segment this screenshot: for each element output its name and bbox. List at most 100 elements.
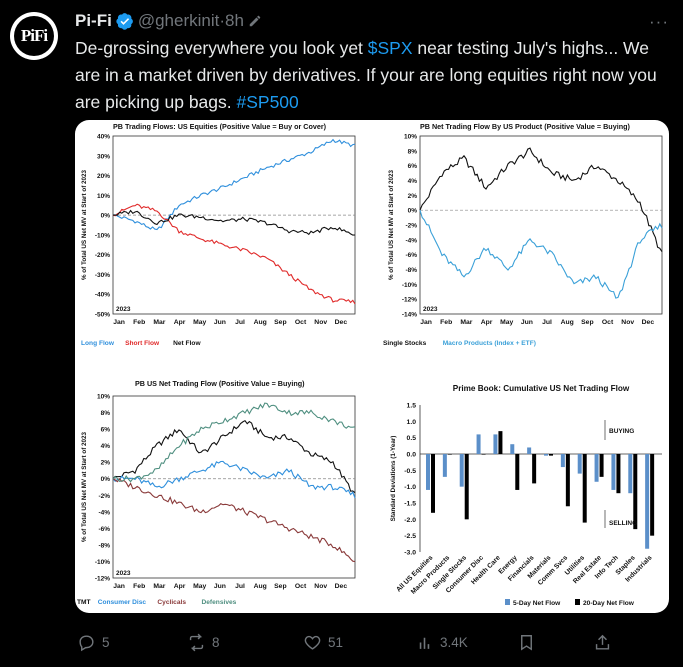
y-tick-label: -30% [95, 272, 110, 279]
share-icon [595, 634, 610, 650]
views-button[interactable]: 3.4K [415, 633, 468, 652]
legend-entry: Net Flow [173, 340, 201, 347]
reply-icon [79, 634, 94, 651]
more-options-icon[interactable]: ··· [649, 12, 669, 31]
series-line [112, 419, 356, 494]
series-line [112, 478, 356, 563]
y-tick-label: -1.5 [404, 501, 416, 508]
legend-entry: Defensives [202, 599, 237, 606]
y-tick-label: -2% [98, 493, 110, 500]
series-line [112, 402, 356, 483]
x-tick-label: May [500, 319, 513, 326]
bar [582, 454, 587, 523]
year-label: 2023 [423, 306, 438, 313]
y-tick-label: -40% [95, 292, 110, 299]
y-tick-label: 0.0 [407, 452, 417, 459]
y-tick-label: 1.0 [407, 419, 417, 426]
y-tick-label: 30% [97, 153, 110, 160]
y-tick-label: -6% [98, 526, 110, 533]
series-line [112, 209, 356, 236]
bar [447, 454, 452, 455]
x-tick-label: Mar [153, 583, 165, 590]
bar [481, 454, 486, 455]
legend-swatch [575, 599, 580, 605]
x-tick-label: Jul [235, 583, 245, 590]
repost-button[interactable]: 8 [187, 633, 220, 652]
bar [616, 454, 621, 494]
x-tick-label: Apr [174, 319, 186, 326]
series-line [112, 203, 356, 305]
cashtag-link[interactable]: $SPX [367, 38, 413, 58]
bar [628, 454, 633, 494]
heart-icon [304, 635, 321, 650]
bar [442, 454, 447, 477]
x-tick-label: Apr [481, 319, 493, 326]
bar [645, 454, 650, 549]
x-tick-label: Nov [621, 319, 634, 326]
y-tick-label: -8% [98, 542, 110, 549]
x-tick-label: Mar [460, 319, 472, 326]
x-tick-label: Mar [153, 319, 165, 326]
bar [431, 454, 435, 513]
like-button[interactable]: 51 [303, 633, 343, 652]
avatar-logo: PiFi [14, 16, 54, 56]
y-tick-label: -50% [95, 312, 110, 319]
x-tick-label: Feb [133, 319, 145, 326]
bar [650, 454, 655, 536]
y-tick-label: -10% [402, 282, 417, 289]
chart-title: Prime Book: Cumulative US Net Trading Fl… [453, 384, 630, 393]
x-tick-label: Aug [254, 583, 267, 590]
author-handle[interactable]: @gherkinit [137, 11, 220, 30]
annotation-buying: BUYING [609, 428, 634, 435]
author-name[interactable]: Pi-Fi [75, 11, 112, 30]
x-tick-label: Nov [314, 319, 327, 326]
tweet-image[interactable]: PB Trading Flows: US Equities (Positive … [75, 120, 669, 613]
y-tick-label: 6% [101, 427, 111, 434]
x-tick-label: Jan [113, 319, 125, 326]
avatar[interactable]: PiFi [10, 12, 58, 60]
x-tick-label: Aug [561, 319, 574, 326]
series-line [112, 460, 356, 499]
bookmark-button[interactable] [517, 633, 536, 652]
y-tick-label: 0% [101, 476, 111, 483]
x-tick-label: Jun [214, 319, 226, 326]
y-tick-label: -4% [98, 509, 110, 516]
x-tick-label: Oct [295, 319, 307, 326]
repost-icon [189, 633, 204, 651]
y-tick-label: 8% [101, 410, 111, 417]
bar [532, 454, 537, 484]
chart-title: PB Trading Flows: US Equities (Positive … [113, 122, 327, 131]
x-tick-label: Dec [335, 319, 348, 326]
year-label: 2023 [116, 306, 131, 313]
bar [560, 454, 565, 468]
bar [633, 454, 638, 530]
bar [476, 434, 481, 454]
tweet-text: De-grossing everywhere you look yet $SPX… [75, 35, 675, 116]
y-tick-label: 0.5 [407, 435, 417, 442]
y-tick-label: -1.0 [404, 484, 416, 491]
reply-count: 5 [102, 634, 110, 650]
tweet-time[interactable]: 8h [225, 11, 244, 30]
x-tick-label: May [193, 583, 206, 590]
views-chart-icon [419, 637, 430, 649]
y-tick-label: 10% [404, 134, 417, 141]
series-line [112, 138, 356, 231]
x-tick-label: Oct [295, 583, 307, 590]
bar [565, 454, 570, 507]
y-tick-label: 20% [97, 173, 110, 180]
reply-button[interactable]: 5 [77, 633, 110, 652]
action-bar: 5 8 51 3.4K [75, 630, 669, 654]
y-tick-label: -2.5 [404, 533, 416, 540]
y-tick-label: -2% [405, 223, 417, 230]
legend-entry: 20-Day Net Flow [583, 600, 635, 607]
y-axis-label: % of Total US Net MV at Start of 2023 [81, 169, 88, 280]
y-tick-label: -2.0 [404, 517, 416, 524]
y-tick-label: -14% [402, 312, 417, 319]
share-button[interactable] [593, 633, 612, 652]
hashtag-link[interactable]: #SP500 [236, 92, 299, 112]
view-count: 3.4K [440, 634, 468, 650]
y-tick-label: -10% [95, 232, 110, 239]
y-tick-label: 2% [101, 460, 111, 467]
legend-entry: Consumer Disc [98, 599, 147, 606]
like-count: 51 [328, 634, 344, 650]
